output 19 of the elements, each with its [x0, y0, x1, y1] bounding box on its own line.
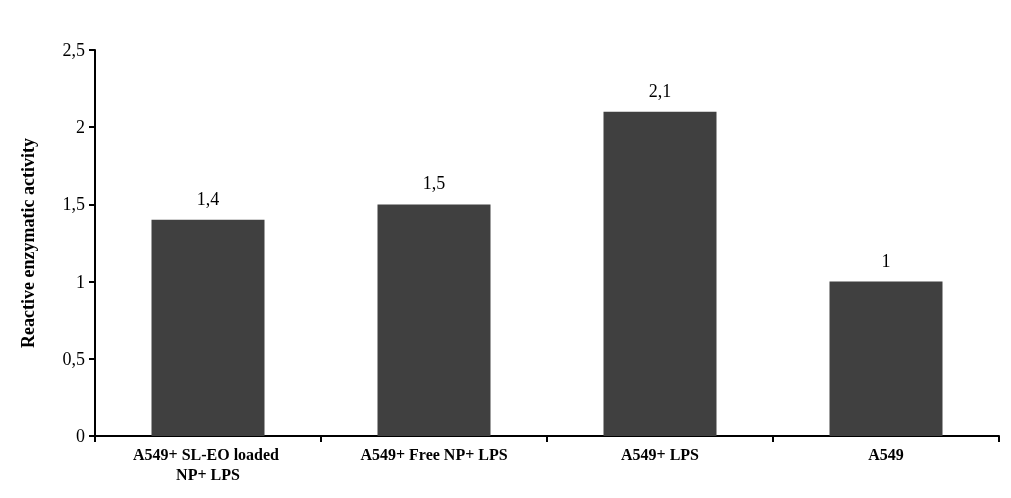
y-axis-title: Reactive enzymatic activity	[18, 138, 38, 348]
y-tick-label: 1	[76, 271, 85, 292]
x-tick-label: A549+ LPS	[620, 445, 700, 463]
y-tick-label: 1,5	[62, 194, 85, 215]
y-tick-label: 0,5	[62, 348, 85, 369]
x-tick-label: A549+ Free NP+ LPS	[360, 445, 508, 463]
data-label: 2,1	[648, 80, 672, 101]
y-tick-label: 0	[76, 426, 85, 446]
bar	[377, 204, 491, 436]
bar	[603, 111, 717, 436]
y-tick-label: 2,5	[62, 40, 85, 60]
data-label: 1,5	[422, 173, 446, 194]
x-tick-label: A549+ SL-EO loaded NP+ LPS	[132, 445, 284, 483]
data-label: 1	[881, 250, 891, 271]
x-tick-label: A549	[868, 445, 904, 463]
bar	[829, 281, 943, 436]
data-label: 1,4	[196, 188, 220, 209]
bar	[151, 219, 265, 436]
y-tick-label: 2	[76, 117, 85, 138]
